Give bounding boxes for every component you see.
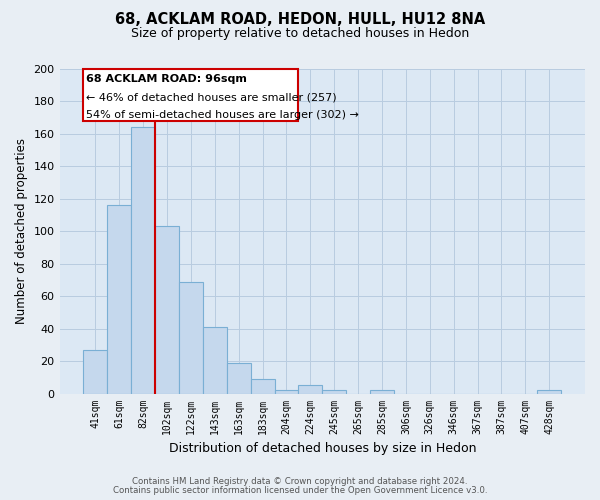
Bar [298,386,322,394]
Text: 68, ACKLAM ROAD, HEDON, HULL, HU12 8NA: 68, ACKLAM ROAD, HEDON, HULL, HU12 8NA [115,12,485,28]
Bar [275,390,298,394]
Bar [131,128,155,394]
Bar [227,362,251,394]
X-axis label: Distribution of detached houses by size in Hedon: Distribution of detached houses by size … [169,442,476,455]
Text: Contains public sector information licensed under the Open Government Licence v3: Contains public sector information licen… [113,486,487,495]
Text: 54% of semi-detached houses are larger (302) →: 54% of semi-detached houses are larger (… [86,110,359,120]
Y-axis label: Number of detached properties: Number of detached properties [15,138,28,324]
Bar [83,350,107,394]
Bar [107,206,131,394]
Bar [179,282,203,394]
Bar [155,226,179,394]
Bar [322,390,346,394]
Text: Size of property relative to detached houses in Hedon: Size of property relative to detached ho… [131,28,469,40]
Bar [203,327,227,394]
Text: Contains HM Land Registry data © Crown copyright and database right 2024.: Contains HM Land Registry data © Crown c… [132,477,468,486]
Text: 68 ACKLAM ROAD: 96sqm: 68 ACKLAM ROAD: 96sqm [86,74,247,84]
Bar [251,379,275,394]
Bar [370,390,394,394]
Text: ← 46% of detached houses are smaller (257): ← 46% of detached houses are smaller (25… [86,93,337,103]
Bar [537,390,561,394]
